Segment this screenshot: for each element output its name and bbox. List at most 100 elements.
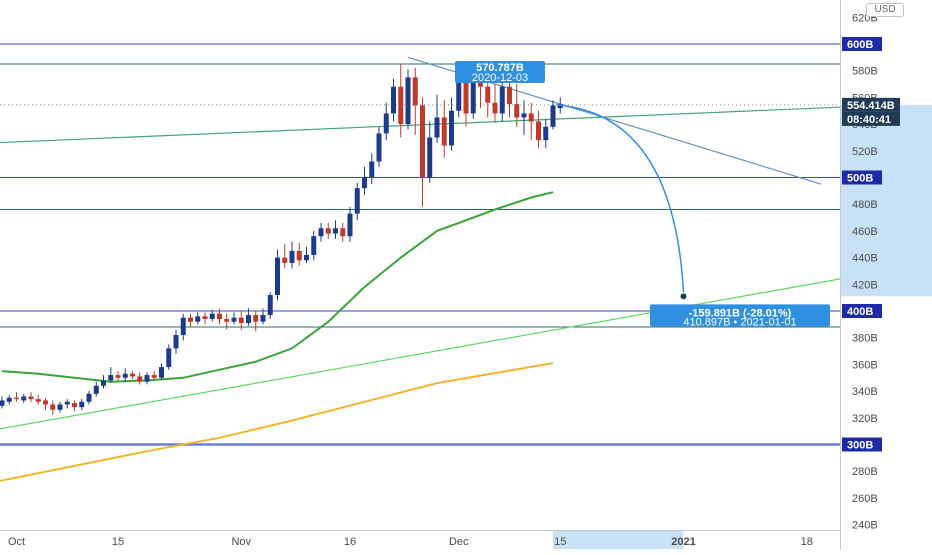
candle-body	[122, 373, 128, 378]
candle[interactable]	[144, 372, 150, 385]
candle[interactable]	[318, 222, 324, 242]
time-axis-panel[interactable]	[0, 530, 840, 550]
candle[interactable]	[514, 84, 520, 127]
candle[interactable]	[253, 311, 259, 332]
candle[interactable]	[325, 222, 331, 239]
candle[interactable]	[130, 371, 135, 380]
candle[interactable]	[246, 308, 251, 326]
candle[interactable]	[550, 100, 556, 130]
price-tag[interactable]	[842, 437, 882, 452]
candle[interactable]	[115, 371, 121, 381]
candle[interactable]	[173, 329, 179, 354]
candle[interactable]	[449, 97, 454, 151]
candle[interactable]	[536, 110, 541, 149]
candle[interactable]	[543, 118, 549, 149]
candle[interactable]	[304, 246, 309, 263]
candle[interactable]	[383, 102, 389, 141]
price-tag[interactable]	[842, 97, 900, 112]
candle[interactable]	[93, 381, 99, 397]
candle[interactable]	[420, 97, 425, 207]
candle[interactable]	[521, 100, 527, 135]
moving-average-green[interactable]	[1, 191, 554, 383]
trend-line[interactable]	[0, 260, 932, 430]
candle[interactable]	[209, 309, 215, 322]
projection-arrow[interactable]	[556, 104, 685, 293]
candle[interactable]	[354, 182, 360, 221]
candle-body	[543, 126, 549, 141]
candle[interactable]	[180, 313, 186, 341]
y-tick-label: 520B	[852, 146, 878, 158]
candle[interactable]	[0, 396, 5, 409]
y-tick-label: 360B	[852, 359, 878, 371]
trend-line[interactable]	[0, 102, 932, 144]
candle[interactable]	[275, 249, 280, 301]
candle[interactable]	[528, 102, 534, 141]
candle[interactable]	[398, 64, 404, 138]
candle[interactable]	[311, 230, 317, 261]
candle[interactable]	[72, 400, 77, 412]
candle[interactable]	[28, 392, 34, 402]
projection-label-box[interactable]	[650, 304, 830, 327]
moving-average-orange[interactable]	[0, 362, 554, 482]
candle[interactable]	[79, 399, 85, 410]
candle[interactable]	[362, 166, 367, 195]
candle[interactable]	[412, 68, 418, 135]
candle[interactable]	[195, 312, 201, 325]
candle-body	[528, 113, 534, 122]
candle[interactable]	[499, 78, 505, 122]
candle-body	[362, 177, 367, 189]
candle[interactable]	[50, 400, 56, 416]
candle[interactable]	[434, 94, 440, 143]
candle[interactable]	[137, 372, 143, 385]
candle[interactable]	[260, 308, 266, 325]
candle[interactable]	[159, 363, 164, 381]
candle[interactable]	[485, 78, 491, 118]
candle[interactable]	[507, 81, 512, 118]
candle[interactable]	[43, 397, 48, 410]
price-tag-label: 600B	[847, 39, 873, 51]
candle[interactable]	[202, 312, 208, 325]
price-note-box[interactable]	[455, 61, 545, 84]
candle[interactable]	[57, 401, 63, 413]
candle[interactable]	[64, 399, 70, 409]
candle[interactable]	[333, 220, 338, 239]
candle[interactable]	[21, 393, 27, 404]
candle[interactable]	[282, 244, 288, 269]
candle[interactable]	[101, 375, 106, 389]
candle[interactable]	[108, 367, 114, 384]
candle[interactable]	[340, 222, 346, 242]
candle[interactable]	[122, 368, 128, 382]
candle[interactable]	[405, 69, 411, 130]
candle[interactable]	[492, 84, 498, 123]
candle[interactable]	[231, 312, 237, 325]
candle[interactable]	[6, 395, 12, 405]
candle[interactable]	[267, 292, 273, 320]
candle[interactable]	[289, 241, 295, 269]
currency-button[interactable]: USD	[866, 3, 904, 17]
candle[interactable]	[86, 391, 92, 405]
candle[interactable]	[151, 371, 157, 381]
candle[interactable]	[376, 126, 382, 167]
candle[interactable]	[296, 242, 302, 266]
candle[interactable]	[166, 344, 172, 370]
candle[interactable]	[441, 100, 447, 158]
x-tick-label: 16	[344, 536, 356, 548]
price-tag[interactable]	[842, 170, 882, 185]
candle[interactable]	[427, 121, 433, 183]
candle[interactable]	[238, 311, 244, 330]
price-tag[interactable]	[842, 37, 882, 51]
candle[interactable]	[391, 78, 396, 122]
candle[interactable]	[14, 392, 19, 402]
candle[interactable]	[369, 153, 375, 185]
candle[interactable]	[188, 313, 193, 328]
candle-body	[550, 105, 556, 127]
price-note-date: 2020-12-03	[472, 72, 528, 84]
candle-body	[64, 401, 70, 405]
candle[interactable]	[217, 308, 222, 325]
candle[interactable]	[35, 395, 41, 405]
price-tag[interactable]	[842, 304, 882, 318]
candle[interactable]	[347, 206, 353, 242]
candle[interactable]	[224, 313, 230, 330]
